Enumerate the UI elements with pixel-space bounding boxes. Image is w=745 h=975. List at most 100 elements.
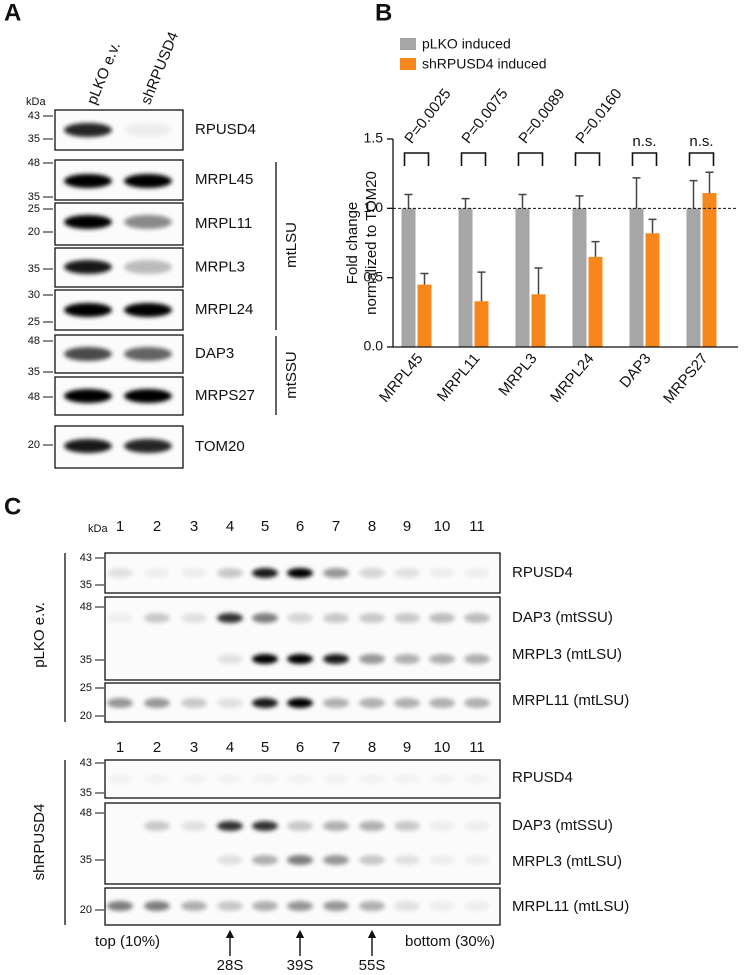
blot-band xyxy=(181,698,207,708)
blot-band xyxy=(287,654,313,664)
blot-band xyxy=(464,901,490,911)
protein-label: MRPL11 (mtLSU) xyxy=(512,898,629,915)
protein-label: MRPL24 xyxy=(195,301,253,318)
blot xyxy=(104,802,501,885)
y-axis-label: Fold change xyxy=(344,202,361,285)
protein-label: TOM20 xyxy=(195,438,245,455)
y-tick-label: 1.5 xyxy=(364,130,384,146)
blot-band xyxy=(394,855,420,865)
blot-band xyxy=(429,855,455,865)
bar xyxy=(686,208,701,347)
blot-band xyxy=(287,901,313,911)
blot-band xyxy=(464,821,490,831)
y-tick-label: 0.5 xyxy=(364,268,384,284)
blot-band xyxy=(287,855,313,865)
x-tick-label: MRPL24 xyxy=(547,350,598,406)
annotation: P=0.0089 xyxy=(515,85,568,146)
blot-band xyxy=(252,698,278,708)
lane-number: 3 xyxy=(190,518,198,535)
group-label: pLKO e.v. xyxy=(31,602,48,668)
blot-band xyxy=(464,855,490,865)
protein-label: MRPL11 (mtLSU) xyxy=(512,692,629,709)
marker-label: 35 xyxy=(28,191,40,203)
lane-number: 2 xyxy=(153,518,161,535)
error-bar xyxy=(534,267,543,295)
marker-label: 20 xyxy=(28,226,40,238)
significance-bracket xyxy=(574,152,601,166)
blot-band xyxy=(287,774,313,784)
y-tick-label: 0.0 xyxy=(364,338,384,354)
blot-band xyxy=(394,568,420,578)
blot-band xyxy=(124,389,172,403)
lane-label: shRPUSD4 xyxy=(138,29,182,106)
panel-label: B xyxy=(375,0,392,26)
marker-label: 48 xyxy=(80,807,92,819)
blot-band xyxy=(287,821,313,831)
error-bar xyxy=(575,195,584,209)
lane-number: 2 xyxy=(153,739,161,756)
blot-band xyxy=(429,654,455,664)
x-tick-label: MRPS27 xyxy=(660,350,712,407)
lane-number: 7 xyxy=(332,739,340,756)
blot-band xyxy=(64,215,112,229)
error-bar xyxy=(689,179,698,209)
blot-band xyxy=(217,654,243,664)
lane-number: 5 xyxy=(261,518,269,535)
blot-band xyxy=(359,613,385,623)
x-tick-label: MRPL11 xyxy=(434,350,484,405)
legend-swatch xyxy=(400,38,416,50)
blot-band xyxy=(323,901,349,911)
legend-label: pLKO induced xyxy=(422,36,511,52)
error-bar xyxy=(404,193,413,209)
annotation: P=0.0025 xyxy=(401,85,454,146)
marker-label: 48 xyxy=(28,157,40,169)
protein-label: MRPS27 xyxy=(195,387,255,404)
blot-band xyxy=(144,901,170,911)
group-label: mtLSU xyxy=(283,222,300,268)
blot-band xyxy=(359,774,385,784)
blot-band xyxy=(181,774,207,784)
significance-bracket xyxy=(403,152,430,166)
blot-band xyxy=(124,174,172,188)
blot-band xyxy=(181,613,207,623)
blot-band xyxy=(464,774,490,784)
annotation: n.s. xyxy=(632,133,656,150)
blot-band xyxy=(181,821,207,831)
blot-band xyxy=(323,774,349,784)
blot-band xyxy=(359,855,385,865)
marker-label: 35 xyxy=(28,366,40,378)
blot-band xyxy=(252,774,278,784)
blot-band xyxy=(429,613,455,623)
protein-label: DAP3 xyxy=(195,345,234,362)
marker-label: 48 xyxy=(28,391,40,403)
error-bar xyxy=(420,272,429,285)
bar xyxy=(588,256,603,347)
significance-bracket xyxy=(688,152,715,166)
marker-label: 25 xyxy=(28,316,40,328)
error-bar xyxy=(518,193,527,209)
blot-band xyxy=(217,901,243,911)
blot-band xyxy=(107,568,133,578)
protein-label: RPUSD4 xyxy=(512,769,573,786)
blot-band xyxy=(359,821,385,831)
kda-label: kDa xyxy=(88,523,108,535)
lane-label: pLKO e.v. xyxy=(84,40,124,107)
bar xyxy=(458,208,473,347)
blot-band xyxy=(64,303,112,317)
protein-label: MRPL45 xyxy=(195,171,253,188)
blot-band xyxy=(144,613,170,623)
marker-label: 35 xyxy=(80,654,92,666)
blot-band xyxy=(217,613,243,623)
annotation: P=0.0075 xyxy=(458,85,511,146)
marker-label: 43 xyxy=(28,110,40,122)
blot-band xyxy=(124,347,172,361)
blot-band xyxy=(181,568,207,578)
blot-band xyxy=(359,901,385,911)
lane-number: 10 xyxy=(434,739,451,756)
lane-number: 9 xyxy=(403,739,411,756)
blot-band xyxy=(64,260,112,274)
lane-number: 6 xyxy=(296,739,304,756)
blot-band xyxy=(359,654,385,664)
error-bar xyxy=(591,240,600,257)
